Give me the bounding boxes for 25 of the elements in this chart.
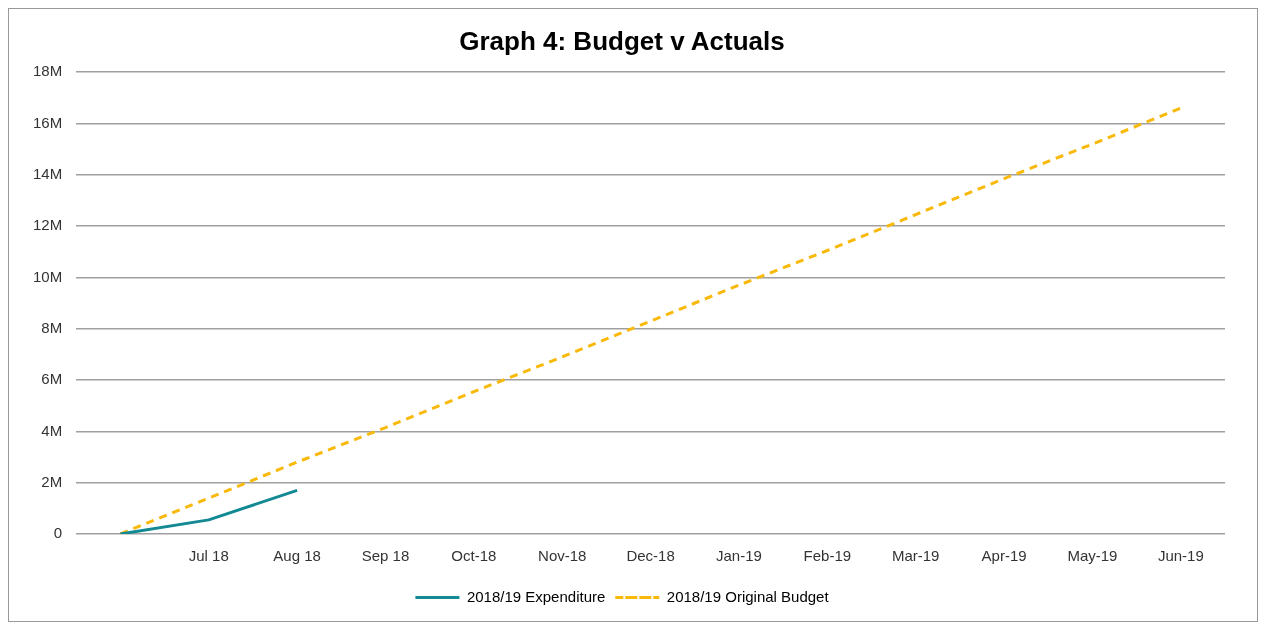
- x-tick-label: Dec-18: [626, 547, 675, 565]
- x-tick-label: Aug 18: [273, 547, 321, 565]
- legend-label: 2018/19 Expenditure: [466, 587, 606, 605]
- legend-label: 2018/19 Original Budget: [666, 587, 830, 605]
- y-tick-label: 6M: [41, 370, 63, 388]
- x-tick-label: Mar-19: [891, 547, 940, 565]
- x-tick-label: Jan-19: [716, 547, 762, 565]
- x-tick-label: May-19: [1067, 547, 1118, 565]
- x-tick-label: Feb-19: [803, 547, 852, 565]
- y-tick-label: 16M: [32, 113, 63, 131]
- x-tick-label: Jun-19: [1157, 547, 1204, 565]
- y-tick-label: 12M: [32, 216, 63, 234]
- y-tick-label: 8M: [41, 318, 63, 336]
- x-tick-label: Jul 18: [188, 547, 229, 565]
- x-tick-label: Apr-19: [981, 547, 1027, 565]
- chart-title: Graph 4: Budget v Actuals: [459, 25, 785, 56]
- y-tick-label: 0: [53, 524, 63, 542]
- x-tick-label: Oct-18: [451, 547, 497, 565]
- y-tick-label: 10M: [32, 267, 63, 285]
- y-tick-label: 2M: [41, 472, 63, 490]
- y-tick-label: 14M: [32, 164, 63, 182]
- x-tick-label: Sep 18: [361, 547, 410, 565]
- y-tick-label: 4M: [41, 421, 63, 439]
- y-tick-label: 18M: [32, 62, 63, 80]
- x-tick-label: Nov-18: [538, 547, 587, 565]
